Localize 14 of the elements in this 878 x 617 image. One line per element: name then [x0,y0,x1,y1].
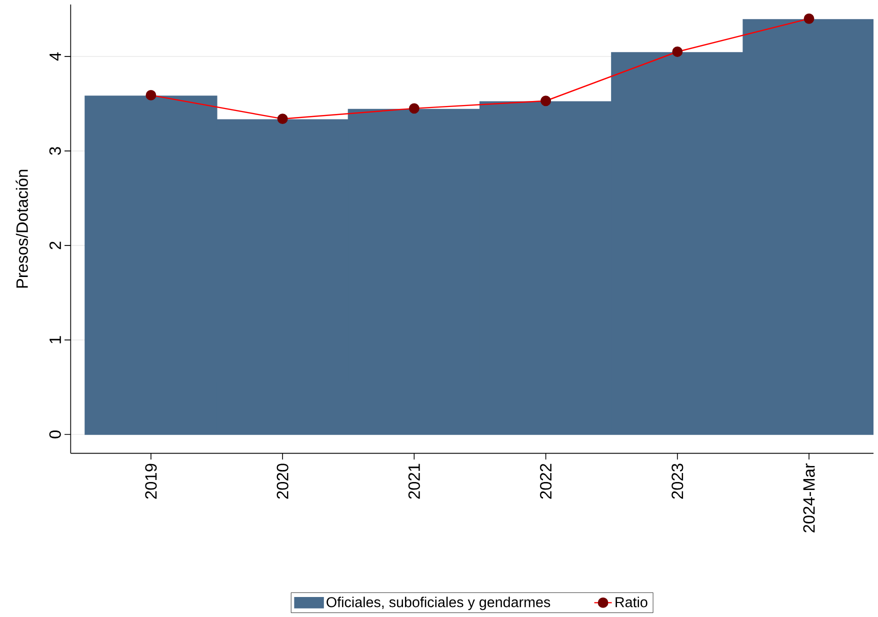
x-tick-label: 2020 [276,464,288,499]
x-tick-label: 2022 [540,464,552,499]
x-tick-label: 2023 [672,464,684,499]
y-axis-title: Presos/Dotación [16,170,28,288]
y-tick-label: 1 [50,336,61,344]
legend-label: Oficiales, suboficiales y gendarmes [326,596,550,610]
y-tick-label: 0 [49,430,61,438]
y-tick-label: 3 [49,147,61,155]
x-tick-label: 2019 [145,464,157,499]
x-tick-label: 2021 [408,464,420,499]
legend-label: Ratio [616,596,648,608]
x-tick-label: 2024-Mar [803,463,815,532]
y-tick-label: 2 [49,242,61,250]
y-tick-label: 4 [50,52,61,61]
